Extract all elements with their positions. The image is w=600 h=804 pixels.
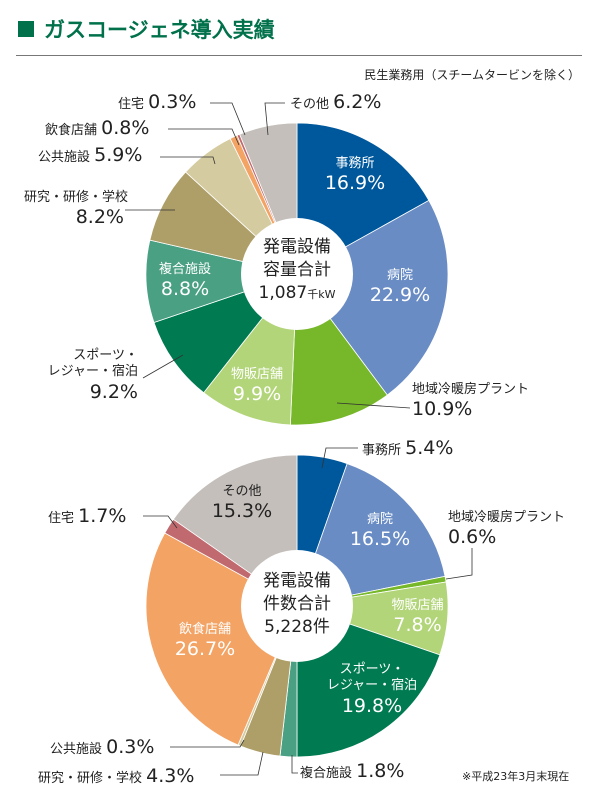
label-research-1: 研究・研修・学校 8.2% bbox=[24, 190, 129, 229]
label-complex-2: 複合施設 1.8% bbox=[300, 760, 405, 782]
donut-hole bbox=[241, 550, 353, 662]
donut-hole bbox=[241, 218, 353, 330]
label-hospital-1: 病院 22.9% bbox=[369, 268, 431, 307]
slice-複合施設 bbox=[145, 239, 299, 323]
page-title: ガスコージェネ導入実績 bbox=[18, 14, 275, 44]
title-text: ガスコージェネ導入実績 bbox=[44, 18, 275, 42]
label-sports-1: スポーツ・ レジャー・宿泊 9.2% bbox=[47, 348, 138, 403]
leader-line bbox=[321, 447, 358, 469]
label-office-1: 事務所 16.9% bbox=[324, 156, 386, 195]
label-district-heating-1: 地域冷暖房プラント 10.9% bbox=[412, 382, 530, 421]
leader-line bbox=[210, 102, 246, 136]
label-housing-1: 住宅 0.3% bbox=[118, 91, 197, 113]
label-retail-2: 物販店舗 7.8% bbox=[391, 598, 444, 637]
title-square-icon bbox=[18, 21, 34, 37]
slice-病院 bbox=[296, 199, 449, 396]
label-office-2: 事務所 5.4% bbox=[362, 437, 454, 459]
leader-line bbox=[336, 402, 411, 409]
label-sports-2: スポーツ・ レジャー・宿泊 19.8% bbox=[326, 662, 418, 717]
label-complex-1: 複合施設 8.8% bbox=[158, 262, 211, 301]
label-housing-2: 住宅 1.7% bbox=[48, 505, 127, 527]
label-restaurant-1: 飲食店舗 0.8% bbox=[45, 117, 150, 139]
label-restaurant-2: 飲食店舗 26.7% bbox=[174, 622, 236, 661]
center-label-2: 発電設備 件数合計 5,228件 bbox=[263, 571, 331, 637]
subtitle: 民生業務用（スチームタービンを除く） bbox=[364, 68, 580, 82]
center-label-1: 発電設備 容量合計 1,087千kW bbox=[258, 237, 336, 303]
label-other-1: その他 6.2% bbox=[290, 91, 382, 113]
leader-line bbox=[291, 755, 298, 774]
donut-1 bbox=[145, 122, 449, 426]
leader-line bbox=[170, 739, 245, 748]
label-public-1: 公共施設 5.9% bbox=[38, 144, 143, 166]
label-other-2: その他 15.3% bbox=[211, 484, 273, 523]
label-research-2: 研究・研修・学校 4.3% bbox=[38, 765, 195, 787]
donut-2 bbox=[145, 454, 449, 758]
leader-line bbox=[143, 515, 178, 529]
leader-lines bbox=[125, 102, 473, 776]
label-hospital-2: 病院 16.5% bbox=[349, 512, 411, 551]
leader-line bbox=[168, 128, 240, 146]
leader-line bbox=[445, 548, 473, 580]
divider bbox=[16, 55, 582, 56]
label-retail-1: 物販店舗 9.9% bbox=[230, 367, 283, 406]
leader-line bbox=[142, 354, 184, 379]
leader-line bbox=[220, 751, 264, 776]
footnote: ※平成23年3月末現在 bbox=[462, 770, 570, 783]
leader-line bbox=[264, 102, 285, 136]
label-public-2: 公共施設 0.3% bbox=[50, 736, 155, 758]
leader-line bbox=[160, 156, 216, 165]
label-district-heating-2: 地域冷暖房プラント 0.6% bbox=[448, 510, 566, 549]
